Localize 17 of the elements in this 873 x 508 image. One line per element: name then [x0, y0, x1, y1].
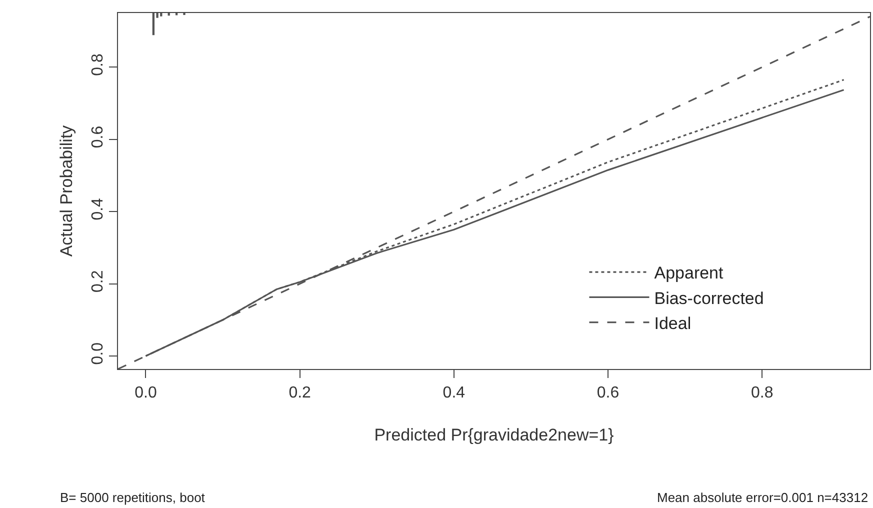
legend-label: Bias-corrected: [654, 288, 764, 308]
x-tick-label: 0.6: [596, 384, 620, 402]
text: B= 5000 repetitions, boot: [60, 490, 206, 505]
legend-label: Ideal: [654, 314, 692, 333]
y-axis-title: Actual Probability: [57, 124, 76, 257]
x-axis-title: Predicted Pr{gravidade2new=1}: [374, 426, 614, 445]
x-tick-label: 0.4: [442, 384, 466, 402]
text: Mean absolute error=0.001 n=43312: [657, 490, 868, 505]
y-tick-label: 0.6: [90, 126, 106, 148]
y-tick-label: 0.2: [90, 270, 106, 293]
legend-label: Apparent: [654, 264, 724, 283]
x-tick-label: 0.2: [288, 384, 312, 402]
y-tick-label: 0.8: [90, 54, 106, 76]
x-tick-label: 0.0: [134, 384, 157, 402]
y-tick-label: 0.0: [90, 342, 106, 365]
y-tick-label: 0.4: [90, 198, 106, 220]
x-tick-label: 0.8: [751, 384, 774, 402]
